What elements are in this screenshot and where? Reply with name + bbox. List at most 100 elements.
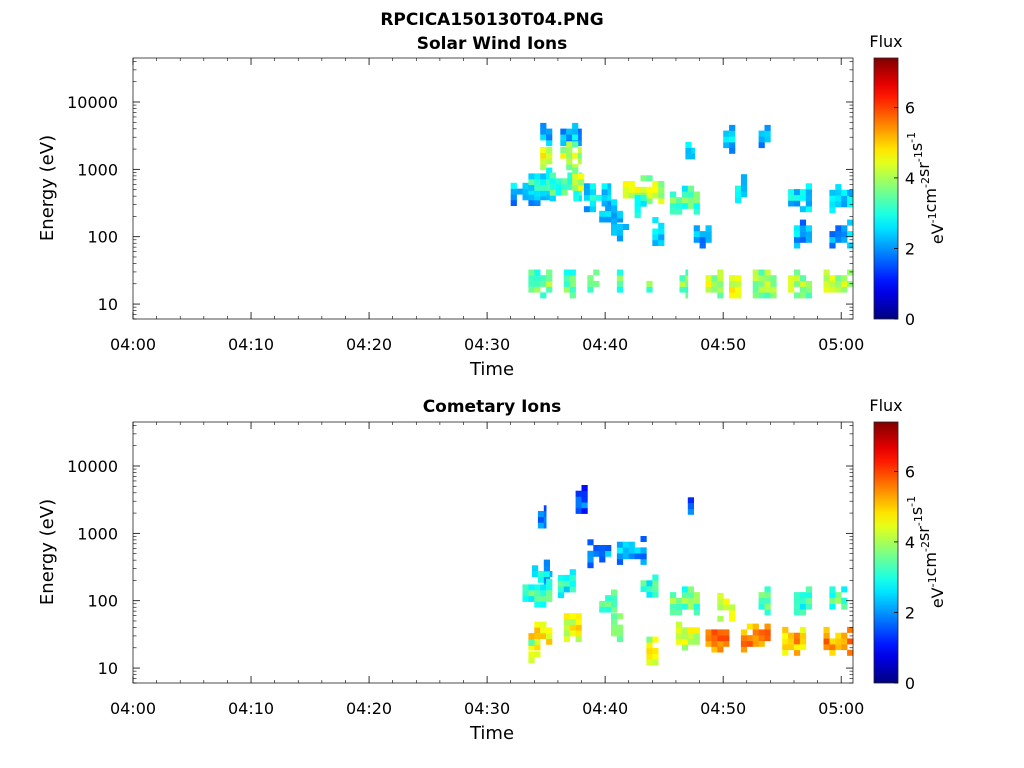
heatmap-cell xyxy=(540,128,547,135)
heatmap-cell xyxy=(572,128,579,135)
heatmap-cell xyxy=(587,550,594,557)
heatmap-cell xyxy=(687,191,694,198)
heatmap-cell xyxy=(546,584,553,591)
heatmap-cell xyxy=(543,522,547,529)
heatmap-cells xyxy=(522,485,854,666)
x-tick-label: 04:10 xyxy=(228,699,274,718)
heatmap-cell xyxy=(823,269,830,276)
heatmap-cell xyxy=(587,286,594,293)
heatmap-cell xyxy=(752,629,759,636)
heatmap-cell xyxy=(528,275,535,282)
heatmap-cell xyxy=(593,280,600,287)
heatmap-cell xyxy=(540,601,547,608)
heatmap-cell xyxy=(587,562,594,569)
heatmap-cell xyxy=(546,158,553,165)
heatmap-cell xyxy=(646,175,653,182)
heatmap-cell xyxy=(575,496,582,503)
heatmap-cell xyxy=(569,613,576,620)
heatmap-cell xyxy=(534,190,541,197)
heatmap-cell xyxy=(634,212,641,219)
heatmap-cell xyxy=(540,292,547,299)
heatmap-cell xyxy=(829,207,836,213)
heatmap-cell xyxy=(534,601,541,608)
heatmap-cell xyxy=(717,629,724,636)
heatmap-cell xyxy=(540,152,547,159)
heatmap-cell xyxy=(799,603,807,610)
heatmap-cell xyxy=(599,606,606,613)
heatmap-cell xyxy=(693,638,700,645)
x-tick-label: 04:00 xyxy=(110,335,156,354)
heatmap-cell xyxy=(601,189,608,196)
heatmap-cell xyxy=(794,638,801,645)
heatmap-cell xyxy=(758,629,765,636)
y-tick-label: 1000 xyxy=(77,524,118,543)
heatmap-cell xyxy=(578,147,582,153)
heatmap-cell xyxy=(540,158,547,165)
heatmap-cell xyxy=(575,502,582,509)
heatmap-cell xyxy=(679,275,686,282)
heatmap-cell xyxy=(788,194,795,201)
heatmap-cell xyxy=(563,280,570,287)
heatmap-cell xyxy=(534,590,541,597)
heatmap-cell xyxy=(693,231,700,238)
heatmap-cell xyxy=(549,195,556,202)
heatmap-cell xyxy=(723,130,730,137)
heatmap-cell xyxy=(567,178,574,185)
heatmap-cell xyxy=(569,618,576,625)
heatmap-cell xyxy=(729,147,736,154)
heatmap-cell xyxy=(764,603,771,610)
heatmap-cell xyxy=(681,202,689,209)
heatmap-cell xyxy=(581,485,588,491)
heatmap-cell xyxy=(788,280,795,287)
heatmap-cell xyxy=(794,292,801,299)
heatmap-cell xyxy=(578,158,582,165)
heatmap-cell xyxy=(546,147,553,153)
heatmap-cell xyxy=(622,192,629,199)
heatmap-cell xyxy=(799,292,807,299)
heatmap-cell xyxy=(758,640,765,647)
heatmap-cell xyxy=(534,595,541,602)
heatmap-cell xyxy=(735,286,742,293)
heatmap-cell xyxy=(569,574,576,581)
heatmap-cell xyxy=(572,179,579,186)
heatmap-cell xyxy=(758,597,765,604)
heatmap-cell xyxy=(835,201,842,208)
heatmap-cell xyxy=(782,644,789,651)
heatmap-cell xyxy=(540,275,547,282)
heatmap-cell xyxy=(528,269,535,276)
heatmap-cell xyxy=(829,649,836,656)
heatmap-cell xyxy=(794,592,801,599)
heatmap-cell xyxy=(652,580,659,587)
heatmap-cell xyxy=(563,630,570,637)
heatmap-cell xyxy=(764,275,771,282)
heatmap-cell xyxy=(557,592,565,599)
heatmap-cell xyxy=(681,603,689,610)
heatmap-cell xyxy=(563,574,570,581)
heatmap-cell xyxy=(566,134,573,141)
heatmap-cell xyxy=(752,269,759,276)
heatmap-cell xyxy=(805,292,812,299)
x-tick-label: 04:10 xyxy=(228,335,274,354)
heatmap-cell xyxy=(799,592,807,599)
heatmap-cell xyxy=(805,206,812,213)
heatmap-cell xyxy=(540,134,547,141)
heatmap-cell xyxy=(611,595,618,602)
heatmap-cell xyxy=(805,592,812,599)
heatmap-cell xyxy=(681,191,689,198)
heatmap-cell xyxy=(616,275,624,282)
heatmap-cell xyxy=(752,286,759,293)
heatmap-cell xyxy=(522,182,529,189)
heatmap-cell xyxy=(640,586,647,592)
heatmap-cell xyxy=(799,236,807,243)
heatmap-cell xyxy=(841,286,848,293)
heatmap-cell xyxy=(829,280,836,287)
heatmap-cell xyxy=(841,236,848,243)
y-axis-label: Energy (eV) xyxy=(37,135,58,241)
heatmap-cell xyxy=(652,591,659,598)
heatmap-cell xyxy=(676,609,683,616)
heatmap-cell xyxy=(589,194,596,201)
heatmap-cell xyxy=(782,626,789,633)
heatmap-cell xyxy=(705,629,712,636)
heatmap-cell xyxy=(841,201,848,208)
heatmap-cell xyxy=(575,624,582,631)
